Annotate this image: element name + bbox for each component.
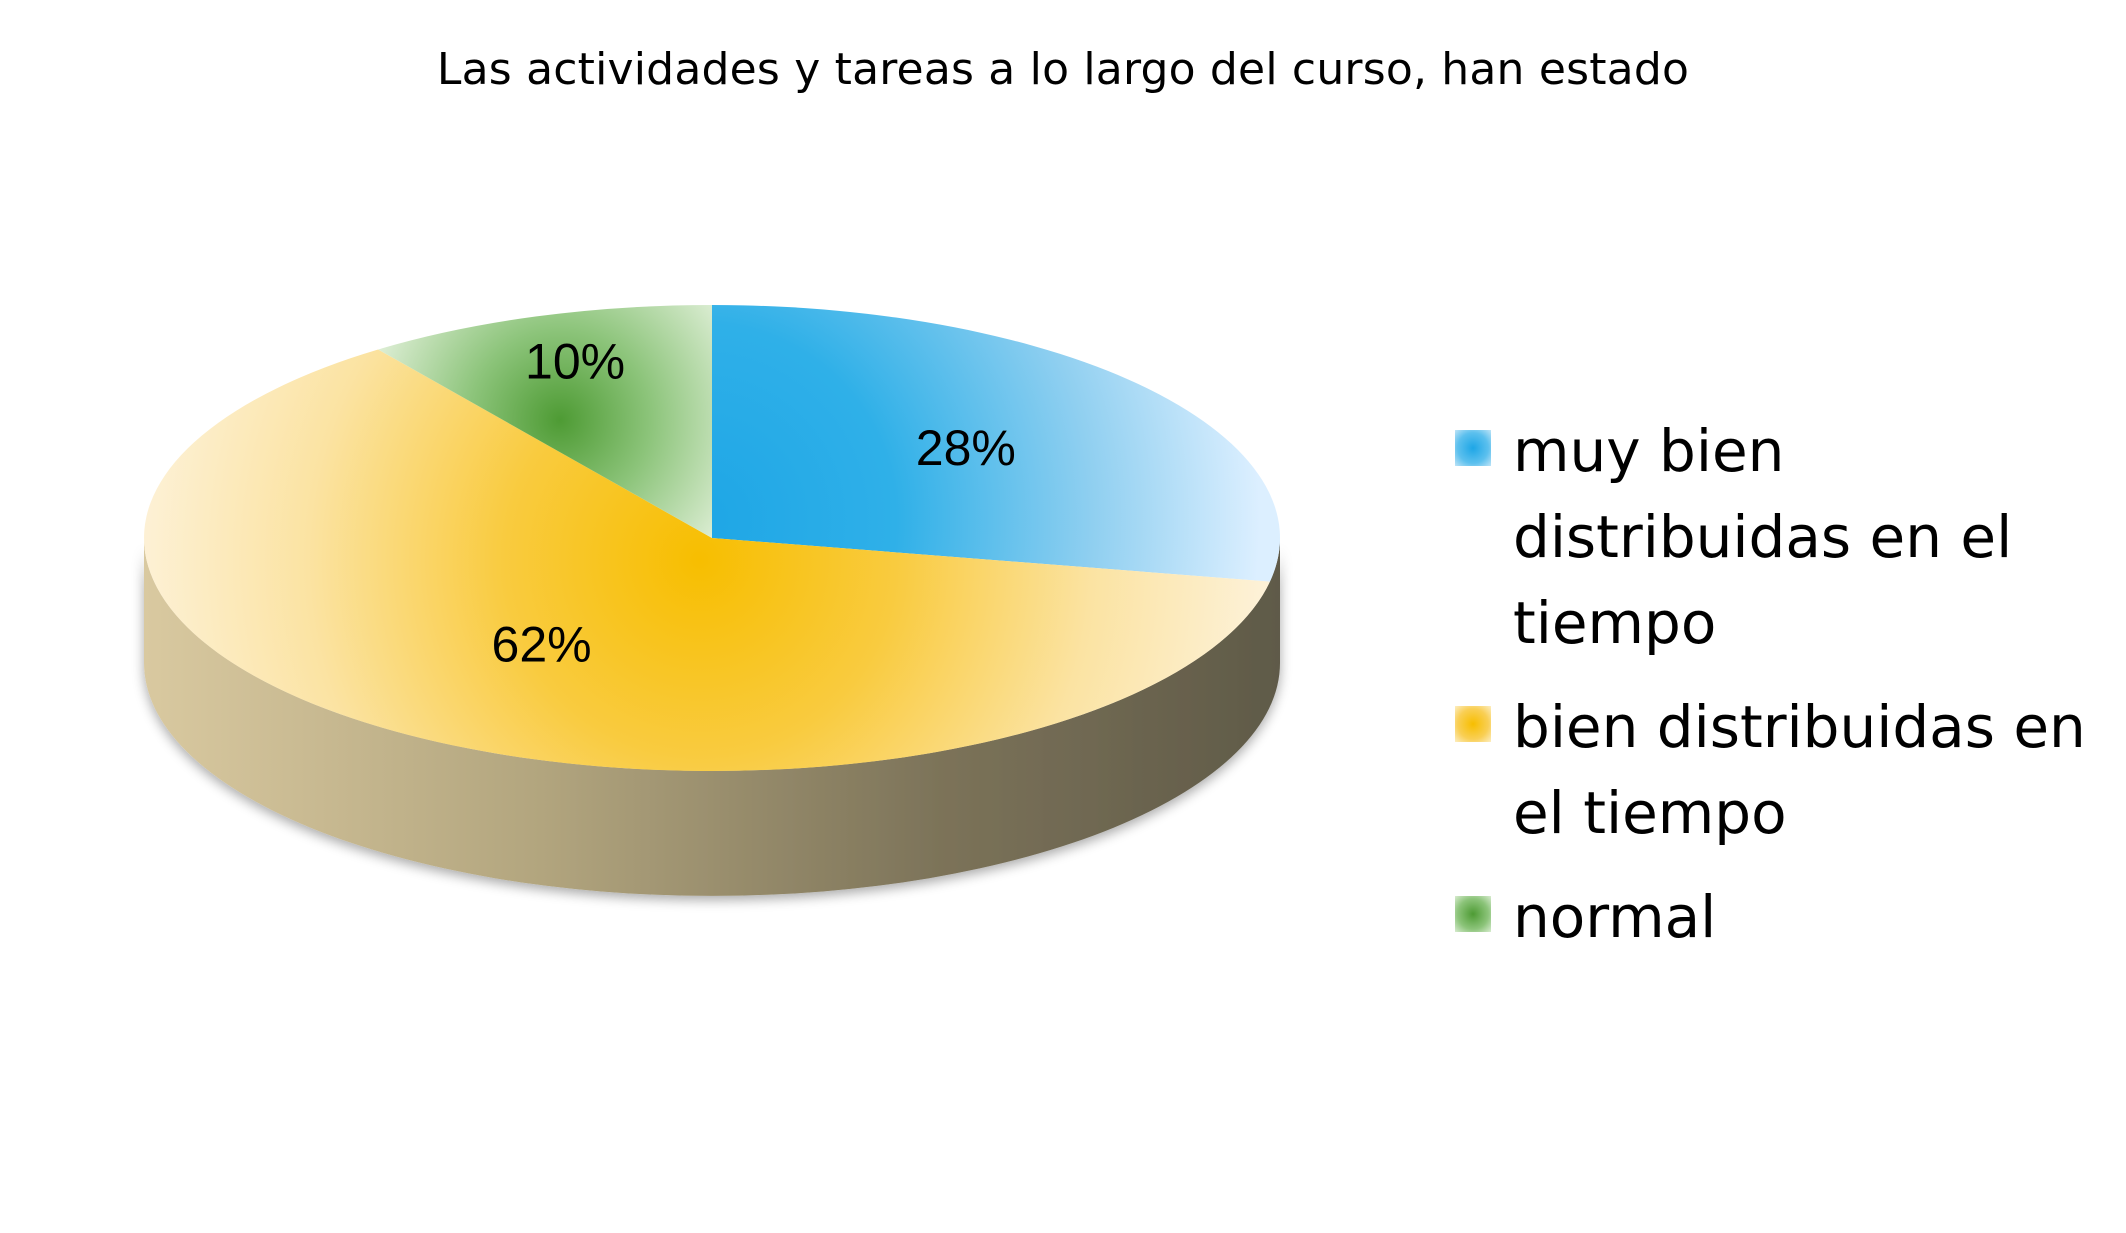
legend-item-normal: normal [1455,874,2115,960]
chart-title: Las actividades y tareas a lo largo del … [436,44,1690,95]
pie-slice-normal [378,305,712,538]
data-label-normal: 10% [525,333,625,389]
legend-swatch-yellow [1455,706,1491,742]
pie-slice-muy-bien [712,305,1281,582]
data-label-bien: 62% [492,616,592,672]
pie-slice-bien [143,349,1270,771]
legend-item-muy-bien: muy bien distribuidas en el tiempo [1455,408,2115,666]
legend-label: normal [1513,883,1717,951]
data-label-muy-bien: 28% [916,420,1016,476]
legend-swatch-green [1455,896,1491,932]
legend-label: bien distribuidas en el tiempo [1513,693,2086,847]
pie-side-wall [144,538,1280,896]
legend-swatch-blue [1455,430,1491,466]
legend: muy bien distribuidas en el tiempo bien … [1455,408,2115,978]
legend-item-bien: bien distribuidas en el tiempo [1455,684,2115,856]
legend-label: muy bien distribuidas en el tiempo [1513,417,2013,657]
